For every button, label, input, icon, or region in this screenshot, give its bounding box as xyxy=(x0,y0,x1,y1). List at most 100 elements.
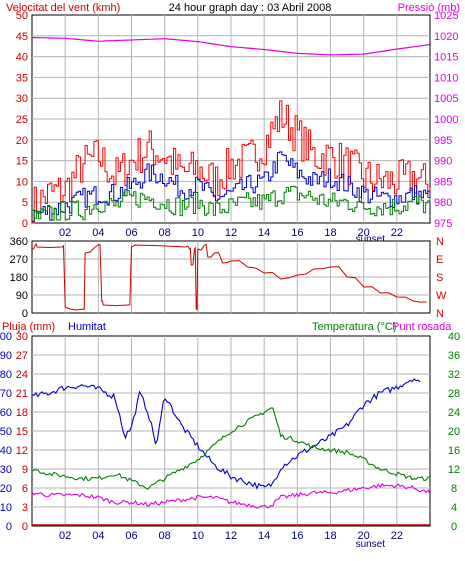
humidity-label: Humitat xyxy=(68,321,106,333)
wind-average-line xyxy=(32,151,431,223)
wind-direction-degree-ticks: 0 90 180 270 360 xyxy=(10,236,28,320)
humidity-line xyxy=(31,378,421,490)
wind-speed-tick-label: 0 xyxy=(22,218,28,230)
time-tick-label: 22 xyxy=(391,227,403,239)
wind-direction-grid xyxy=(32,241,430,313)
wind-speed-tick-label: 30 xyxy=(16,93,28,105)
compass-tick-label: N xyxy=(436,236,444,248)
wind-speed-tick-label: 15 xyxy=(16,156,28,168)
time-ticks-top: 02 04 06 08 10 12 14 16 18 20 22 sunset xyxy=(59,227,403,245)
wind-speed-tick-label: 25 xyxy=(16,114,28,126)
pressure-tick-label: 1010 xyxy=(434,72,458,84)
time-tick-label: 04 xyxy=(92,227,104,239)
rain-tick-label: 30 xyxy=(16,331,28,343)
time-tick-label: 06 xyxy=(125,530,137,542)
humidity-tick-label: 60 xyxy=(0,407,12,419)
time-tick-label: 10 xyxy=(192,530,204,542)
rain-tick-label: 9 xyxy=(22,464,28,476)
rain-tick-label: 0 xyxy=(22,521,28,533)
humidity-tick-label: 90 xyxy=(0,350,12,362)
pressure-tick-label: 985 xyxy=(434,176,452,188)
rain-tick-label: 3 xyxy=(22,502,28,514)
temperature-tick-label: 8 xyxy=(451,483,457,495)
humidity-tick-label: 80 xyxy=(0,369,12,381)
temperature-tick-label: 4 xyxy=(451,502,457,514)
temperature-tick-label: 36 xyxy=(448,350,460,362)
wind-speed-tick-label: 35 xyxy=(16,72,28,84)
compass-tick-label: N xyxy=(436,308,444,320)
humidity-tick-label: 20 xyxy=(0,483,12,495)
temperature-tick-label: 40 xyxy=(448,331,460,343)
chart-title: 24 hour graph day : 03 Abril 2008 xyxy=(169,2,332,14)
pressure-tick-label: 975 xyxy=(434,218,452,230)
humidity-tick-label: 10 xyxy=(0,502,12,514)
rain-tick-label: 27 xyxy=(16,350,28,362)
time-tick-label: 08 xyxy=(159,227,171,239)
time-tick-label: 16 xyxy=(291,227,303,239)
degree-tick-label: 360 xyxy=(10,236,28,248)
time-tick-label: 02 xyxy=(59,227,71,239)
temperature-label: Temperatura (°C) xyxy=(312,321,396,333)
humidity-tick-label: 70 xyxy=(0,388,12,400)
wind-speed-tick-label: 5 xyxy=(22,197,28,209)
time-tick-label: 06 xyxy=(125,227,137,239)
temperature-tick-label: 28 xyxy=(448,388,460,400)
pressure-tick-label: 1005 xyxy=(434,93,458,105)
time-tick-label: 08 xyxy=(159,530,171,542)
wind-direction-series xyxy=(31,242,427,311)
sunset-label: sunset xyxy=(356,539,386,550)
time-tick-label: 04 xyxy=(92,530,104,542)
pressure-tick-label: 990 xyxy=(434,156,452,168)
temperature-tick-label: 24 xyxy=(448,407,460,419)
compass-tick-label: S xyxy=(436,272,443,284)
wind-speed-tick-label: 45 xyxy=(16,31,28,43)
time-tick-label: 12 xyxy=(225,530,237,542)
rain-tick-label: 6 xyxy=(22,483,28,495)
rain-tick-label: 18 xyxy=(16,407,28,419)
time-tick-label: 10 xyxy=(192,227,204,239)
rain-tick-label: 21 xyxy=(16,388,28,400)
pressure-axis-label: Pressió (mb) xyxy=(398,2,460,14)
pressure-tick-label: 980 xyxy=(434,197,452,209)
time-tick-label: 02 xyxy=(59,530,71,542)
pressure-tick-label: 1020 xyxy=(434,31,458,43)
pressure-tick-label: 995 xyxy=(434,135,452,147)
time-tick-label: 18 xyxy=(324,530,336,542)
pressure-tick-label: 1000 xyxy=(434,114,458,126)
temperature-tick-label: 20 xyxy=(448,426,460,438)
humidity-tick-label: 30 xyxy=(0,464,12,476)
dewpoint-line xyxy=(31,483,431,509)
humidity-tick-label: 50 xyxy=(0,426,12,438)
time-tick-label: 20 xyxy=(358,227,370,239)
pressure-tick-label: 1015 xyxy=(434,52,458,64)
time-tick-label: 22 xyxy=(391,530,403,542)
compass-tick-label: E xyxy=(436,254,443,266)
temperature-tick-label: 0 xyxy=(451,521,457,533)
wind-speed-tick-label: 20 xyxy=(16,135,28,147)
humidity-tick-label: 100 xyxy=(0,331,12,343)
wind-speed-tick-label: 40 xyxy=(16,52,28,64)
time-ticks-bottom: 02 04 06 08 10 12 14 16 18 20 22 sunset xyxy=(59,530,403,550)
time-tick-label: 16 xyxy=(291,530,303,542)
temperature-ticks: 0 4 8 12 16 20 24 28 32 36 40 xyxy=(448,331,460,533)
pressure-ticks: 975 980 985 990 995 1000 1005 1010 1015 1020 1025 xyxy=(434,10,458,230)
compass-tick-label: W xyxy=(436,290,447,302)
time-tick-label: 12 xyxy=(225,227,237,239)
wind-direction-line xyxy=(31,242,427,311)
temperature-line xyxy=(31,407,430,490)
temperature-tick-label: 12 xyxy=(448,464,460,476)
wind-speed-tick-label: 10 xyxy=(16,176,28,188)
degree-tick-label: 270 xyxy=(10,254,28,266)
dewpoint-label: Punt rosada xyxy=(392,321,452,333)
humidity-tick-label: 40 xyxy=(0,445,12,457)
degree-tick-label: 180 xyxy=(10,272,28,284)
pressure-line xyxy=(31,36,431,56)
time-tick-label: 14 xyxy=(258,530,270,542)
wind-speed-ticks: 0 5 10 15 20 25 30 35 40 45 50 xyxy=(16,10,28,230)
wind-direction-speed-line xyxy=(32,185,431,221)
time-tick-label: 18 xyxy=(324,227,336,239)
wind-pressure-series xyxy=(31,36,431,224)
rain-tick-label: 15 xyxy=(16,426,28,438)
